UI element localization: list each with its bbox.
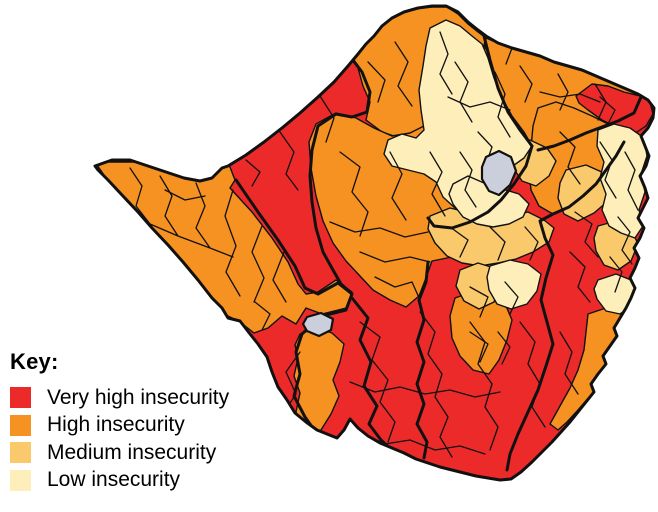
district-boundary-25 (447, 96, 511, 111)
district-boundary-0 (129, 167, 151, 225)
district-boundary-34 (574, 211, 599, 258)
district-boundary-48 (519, 321, 546, 428)
province-boundary-2 (482, 34, 534, 148)
district-boundary-29 (539, 91, 601, 103)
district-boundary-9 (319, 95, 335, 143)
legend-label-very-high: Very high insecurity (47, 385, 230, 409)
district-boundary-37 (489, 226, 506, 261)
high-swatch (10, 414, 31, 436)
district-boundary-11 (394, 41, 413, 107)
legend-label-medium: Medium insecurity (47, 440, 217, 464)
legend-title: Key: (10, 349, 59, 374)
medium-swatch (10, 442, 31, 464)
city-area-bulawayo (301, 311, 335, 338)
legend-item-very-high: Very high insecurity (10, 384, 229, 412)
district-boundary-3 (149, 223, 234, 258)
district-boundary-33 (624, 151, 639, 211)
province-boundary-5 (505, 140, 626, 472)
city-area-harare (480, 149, 518, 197)
district-boundary-36 (449, 226, 469, 258)
district-boundary-49 (559, 331, 579, 395)
legend-label-high: High insecurity (47, 413, 185, 437)
district-boundary-44 (497, 331, 511, 365)
district-boundary-35 (617, 216, 633, 265)
district-boundary-13 (367, 61, 386, 103)
district-boundary-2 (195, 182, 211, 249)
district-boundary-7 (164, 189, 206, 201)
district-boundary-5 (251, 225, 265, 303)
very-high-swatch (10, 387, 31, 409)
region-buhera-pale (486, 259, 542, 310)
district-boundary-40 (609, 256, 623, 293)
district-boundary-30 (599, 96, 616, 125)
district-boundary-10 (245, 159, 261, 187)
legend-item-medium: Medium insecurity (10, 439, 229, 467)
district-boundary-53 (254, 301, 271, 331)
district-boundary-41 (469, 286, 489, 318)
district-boundary-24 (459, 151, 477, 208)
district-boundary-32 (599, 141, 617, 199)
district-boundary-1 (159, 175, 179, 237)
district-boundary-8 (279, 131, 299, 191)
district-boundary-43 (469, 331, 489, 363)
province-boundary-1 (308, 50, 372, 296)
legend-item-low: Low insecurity (10, 467, 229, 495)
country-outline (93, 4, 656, 482)
district-boundary-17 (429, 151, 446, 217)
district-boundary-45 (359, 321, 396, 443)
legend-label-low: Low insecurity (47, 468, 181, 492)
district-boundary-20 (374, 276, 421, 301)
district-boundary-39 (569, 251, 591, 303)
district-boundary-16 (389, 151, 407, 221)
district-boundary-42 (504, 281, 519, 315)
low-swatch (10, 469, 31, 491)
district-boundary-22 (494, 71, 511, 138)
province-boundary-6 (415, 260, 430, 460)
district-boundary-19 (359, 251, 431, 263)
district-boundary-4 (224, 189, 241, 297)
legend: Key: Very high insecurity High insecurit… (10, 349, 229, 494)
district-boundary-18 (329, 221, 429, 238)
district-boundary-15 (339, 151, 369, 237)
district-boundary-27 (557, 73, 569, 111)
district-boundary-38 (524, 226, 539, 261)
province-boundary-4 (536, 95, 643, 152)
province-boundary-3 (426, 144, 534, 230)
district-boundary-26 (519, 65, 533, 103)
country-fill-group (95, 6, 654, 480)
district-boundary-50 (349, 381, 501, 398)
district-boundary-46 (419, 311, 453, 458)
district-boundary-21 (454, 61, 473, 123)
district-boundary-12 (439, 31, 453, 95)
district-boundary-47 (469, 321, 499, 451)
legend-item-high: High insecurity (10, 412, 229, 440)
district-boundary-6 (272, 251, 287, 303)
province-boundary-0 (234, 178, 354, 433)
province-boundary-7 (350, 296, 396, 454)
